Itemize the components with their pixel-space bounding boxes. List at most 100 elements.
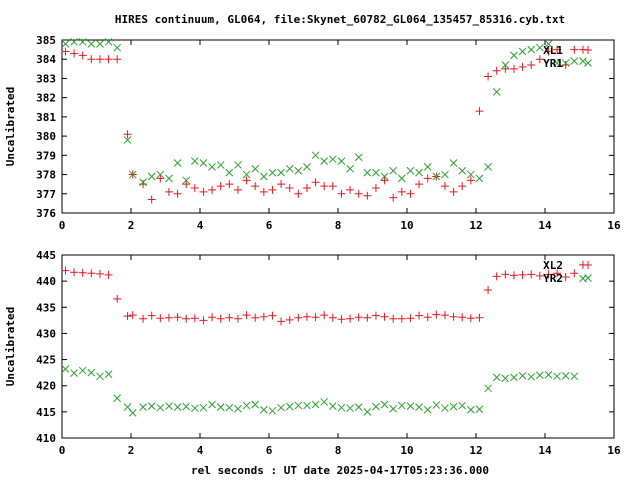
data-point-xl2 — [380, 312, 389, 321]
y-tick-label: 385 — [36, 34, 56, 47]
data-point-xl1 — [501, 64, 510, 73]
data-point-xl2 — [397, 314, 406, 323]
x-tick-label: 6 — [266, 219, 273, 232]
data-point-xl2 — [164, 313, 173, 322]
y-tick-label: 440 — [36, 275, 56, 288]
x-tick-label: 14 — [538, 444, 552, 457]
data-point-yr1 — [320, 157, 329, 165]
x-axis-label: rel seconds : UT date 2025-04-17T05:23:3… — [191, 464, 489, 477]
data-point-xl2 — [535, 271, 544, 280]
y-tick-label: 380 — [36, 130, 56, 143]
data-point-yr1 — [415, 168, 423, 177]
data-point-xl1 — [466, 176, 475, 185]
data-point-yr2 — [518, 371, 527, 380]
x-tick-label: 14 — [538, 219, 552, 232]
data-point-xl1 — [104, 55, 113, 64]
data-point-xl2 — [251, 313, 260, 322]
data-point-xl2 — [458, 313, 467, 322]
data-point-yr1 — [466, 170, 475, 179]
data-point-yr2 — [380, 400, 389, 409]
data-point-yr1 — [544, 39, 553, 48]
legend-label-xl1: XL1 — [543, 44, 563, 57]
data-point-yr2 — [363, 408, 372, 416]
y-axis-label: Uncalibrated — [4, 307, 17, 386]
data-point-yr1 — [242, 170, 251, 179]
data-point-yr2 — [208, 400, 216, 409]
data-point-xl2 — [406, 314, 415, 323]
legend-label-yr1: YR1 — [543, 57, 563, 70]
data-point-xl1 — [113, 55, 122, 64]
data-point-yr2 — [70, 369, 78, 378]
data-point-xl2 — [156, 314, 165, 323]
data-point-yr2 — [294, 401, 303, 410]
data-point-yr1 — [510, 51, 518, 60]
data-point-xl1 — [277, 180, 286, 189]
data-point-yr1 — [397, 174, 406, 183]
data-point-xl2 — [389, 314, 398, 323]
data-point-yr1 — [96, 39, 104, 48]
data-point-xl2 — [285, 315, 294, 324]
data-point-yr2 — [268, 406, 277, 415]
data-point-xl1 — [415, 180, 424, 189]
data-point-xl1 — [285, 184, 294, 193]
data-point-xl1 — [251, 182, 260, 191]
y-tick-label: 410 — [36, 432, 56, 445]
data-point-yr1 — [553, 59, 561, 67]
data-point-yr1 — [225, 168, 234, 177]
data-point-yr1 — [216, 161, 225, 169]
data-point-yr1 — [294, 166, 303, 175]
data-point-yr1 — [285, 164, 294, 173]
data-point-xl1 — [371, 184, 380, 193]
y-tick-label: 415 — [36, 406, 56, 419]
data-point-xl2 — [173, 313, 182, 322]
data-point-xl1 — [527, 60, 536, 69]
data-point-yr2 — [190, 404, 199, 413]
data-point-xl2 — [346, 314, 355, 323]
data-point-xl1 — [389, 193, 398, 202]
data-point-yr2 — [78, 366, 87, 375]
data-point-xl1 — [78, 51, 87, 60]
data-point-yr1 — [372, 168, 380, 177]
x-tick-label: 16 — [607, 219, 621, 232]
data-point-yr2 — [216, 403, 225, 412]
data-point-yr2 — [165, 402, 173, 410]
data-point-yr1 — [208, 163, 216, 171]
data-point-yr2 — [173, 403, 182, 412]
data-point-yr2 — [535, 371, 544, 380]
y-tick-label: 420 — [36, 380, 56, 393]
data-point-yr1 — [259, 172, 268, 181]
legend-marker-xl2 — [584, 261, 592, 269]
data-point-yr1 — [389, 166, 398, 175]
data-point-xl1 — [147, 195, 156, 204]
data-point-xl2 — [449, 312, 458, 321]
data-point-xl2 — [190, 314, 199, 323]
data-point-yr2 — [466, 405, 475, 414]
data-point-xl2 — [371, 311, 380, 320]
data-point-yr1 — [128, 170, 137, 179]
data-point-xl2 — [216, 314, 225, 323]
data-point-yr1 — [70, 38, 78, 46]
y-tick-label: 435 — [36, 301, 56, 314]
data-point-yr2 — [372, 402, 380, 411]
data-point-yr1 — [328, 155, 337, 164]
data-point-xl2 — [70, 268, 79, 277]
data-point-yr2 — [328, 402, 337, 410]
data-point-xl2 — [440, 311, 449, 320]
data-point-xl2 — [466, 314, 475, 323]
data-point-yr1 — [173, 159, 182, 167]
data-point-yr2 — [475, 405, 484, 414]
y-tick-label: 384 — [36, 53, 56, 66]
data-point-xl1 — [406, 189, 415, 198]
data-point-yr2 — [320, 398, 329, 406]
data-point-xl1 — [164, 187, 173, 196]
y-tick-label: 383 — [36, 72, 56, 85]
data-point-yr1 — [518, 47, 527, 56]
legend-label-xl2: XL2 — [543, 259, 563, 272]
y-tick-label: 377 — [36, 188, 56, 201]
y-tick-label: 430 — [36, 327, 56, 340]
y-tick-label: 381 — [36, 111, 56, 124]
data-point-xl2 — [328, 313, 337, 322]
legend-label-yr2: YR2 — [543, 272, 563, 285]
data-point-yr2 — [423, 405, 432, 414]
data-point-xl1 — [123, 130, 132, 139]
